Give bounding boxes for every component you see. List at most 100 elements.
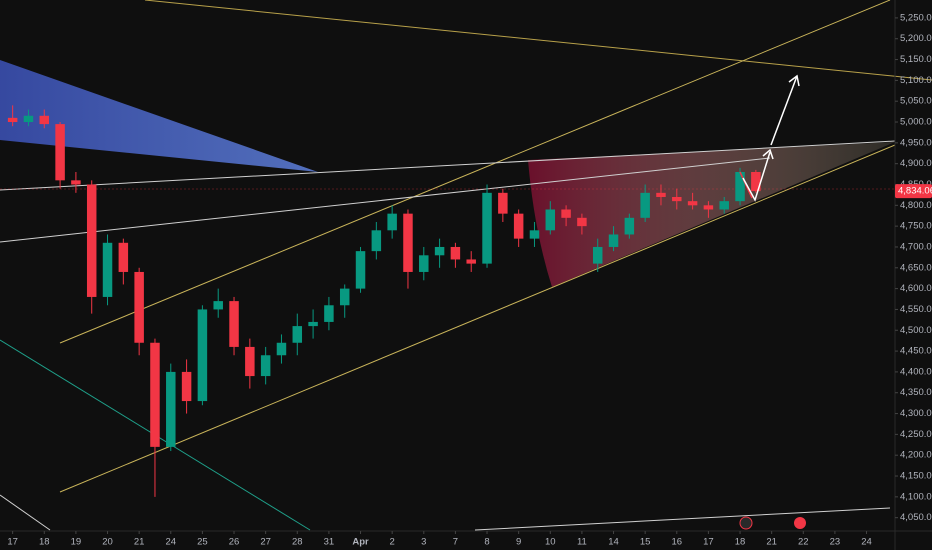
y-tick-label: 4,950.00 [900, 137, 932, 148]
candle-body [260, 355, 271, 377]
event-icons [739, 516, 806, 530]
arrow-head [788, 74, 800, 87]
y-tick-label: 4,400.00 [900, 366, 932, 377]
x-tick-label: 3 [421, 537, 426, 548]
x-tick-label: 15 [640, 537, 651, 548]
y-tick-label: 4,700.00 [900, 241, 932, 252]
candle-body [371, 230, 382, 252]
arrow-head [762, 148, 774, 160]
candle-body [751, 172, 761, 192]
candle-body [86, 184, 97, 297]
candle-body [592, 246, 603, 264]
y-tick-label: 5,250.00 [900, 12, 932, 23]
candle-body [687, 201, 698, 206]
candle-body [276, 342, 287, 356]
candle-body [118, 242, 129, 272]
candle-body [466, 259, 476, 264]
event-icon[interactable] [794, 517, 806, 529]
wedge-shape [0, 60, 318, 172]
channel-lower [59, 144, 896, 493]
candle-body [197, 309, 208, 402]
x-tick-label: 11 [577, 537, 587, 548]
candle-body [545, 209, 556, 231]
candle-body [577, 217, 587, 227]
projection-arrows [739, 74, 800, 202]
trend-line [0, 157, 771, 243]
x-tick-label: 17 [703, 537, 714, 548]
y-tick-label: 4,200.00 [900, 450, 932, 461]
x-tick-label: 18 [735, 537, 746, 548]
candle-body [498, 192, 508, 214]
x-tick-label: 31 [324, 537, 335, 548]
channel-upper [59, 0, 891, 344]
x-tick-label: 25 [197, 537, 208, 548]
y-tick-label: 4,250.00 [900, 429, 932, 440]
x-tick-label: 24 [165, 537, 176, 548]
projection-path [770, 75, 798, 146]
x-tick-label: 20 [102, 537, 113, 548]
axes: 4,050.00 4,100.00 4,150.00 4,200.00 4,250.00… [7, 12, 932, 548]
x-tick-label: 23 [830, 537, 841, 548]
x-tick-label: 22 [798, 537, 809, 548]
x-tick-label: 9 [516, 537, 521, 548]
y-tick-label: 4,300.00 [900, 408, 932, 419]
event-icon[interactable] [739, 516, 753, 530]
x-tick-label: 7 [453, 537, 458, 548]
y-tick-label: 4,600.00 [900, 283, 932, 294]
candle-body [39, 115, 50, 125]
x-tick-label: 27 [260, 537, 271, 548]
candle-body [419, 255, 429, 272]
candle-body [23, 115, 34, 123]
y-tick-label: 5,000.00 [900, 117, 932, 128]
y-tick-label: 5,050.00 [900, 96, 932, 107]
y-tick-label: 4,150.00 [900, 471, 932, 482]
candle-body [134, 271, 144, 343]
x-tick-label: 19 [71, 537, 82, 548]
candle-body [166, 371, 176, 447]
y-tick-label: 4,100.00 [900, 491, 932, 502]
x-tick-label: 26 [229, 537, 240, 548]
y-tick-label: 4,800.00 [900, 200, 932, 211]
candle-body [434, 246, 445, 256]
candle-body [624, 217, 635, 235]
candle-body [324, 305, 334, 322]
candle-body [181, 371, 192, 402]
x-tick-label: Apr [352, 537, 369, 548]
candles [7, 105, 761, 497]
trend-line [144, 0, 932, 81]
candle-body [656, 192, 666, 197]
x-tick-label: 17 [7, 537, 18, 548]
y-tick-label: 4,750.00 [900, 221, 932, 232]
candle-body [482, 192, 492, 264]
candle-body [608, 234, 619, 247]
candle-body [71, 180, 81, 185]
candle-body [735, 172, 745, 202]
candle-body [213, 301, 223, 310]
candle-body [719, 201, 729, 210]
y-tick-label: 4,550.00 [900, 304, 932, 315]
trend-line [0, 140, 896, 191]
y-tick-label: 4,500.00 [900, 325, 932, 336]
y-tick-label: 5,150.00 [900, 54, 932, 65]
candle-body [703, 205, 714, 210]
candle-body [55, 124, 65, 181]
x-tick-label: 18 [39, 537, 50, 548]
candle-body [513, 213, 524, 239]
projection-path [742, 151, 771, 202]
x-tick-label: 24 [861, 537, 872, 548]
candle-body [355, 251, 366, 289]
candle-body [561, 209, 571, 218]
candle-body [529, 230, 540, 239]
y-tick-label: 4,650.00 [900, 262, 932, 273]
candle-body [403, 213, 413, 272]
x-tick-label: 21 [134, 537, 145, 548]
x-tick-label: 28 [292, 537, 303, 548]
y-tick-label: 5,100.00 [900, 75, 932, 86]
candle-body [245, 346, 255, 377]
x-tick-label: 10 [545, 537, 556, 548]
candle-body [102, 242, 113, 297]
candle-body [308, 321, 318, 327]
rising-wedge-shape [528, 142, 895, 287]
